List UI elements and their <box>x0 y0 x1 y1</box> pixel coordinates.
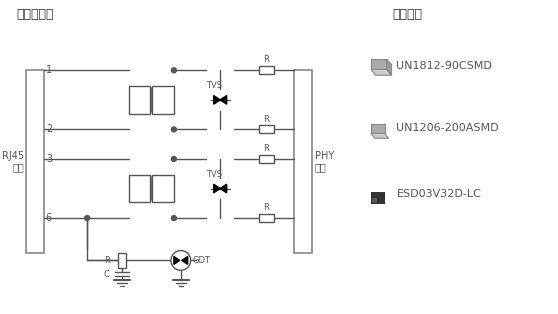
Text: C: C <box>104 270 110 279</box>
Text: 3: 3 <box>46 154 52 164</box>
Polygon shape <box>371 133 388 138</box>
Text: 防护电路图: 防护电路图 <box>16 8 54 21</box>
Text: R: R <box>104 256 110 265</box>
Text: R: R <box>263 115 270 123</box>
Bar <box>128 175 150 202</box>
Text: UN1206-200ASMD: UN1206-200ASMD <box>397 123 499 133</box>
Polygon shape <box>214 184 220 193</box>
Polygon shape <box>214 95 220 104</box>
Text: R: R <box>263 144 270 153</box>
Circle shape <box>171 251 191 270</box>
Bar <box>294 70 312 252</box>
Bar <box>118 252 126 268</box>
Polygon shape <box>220 184 227 193</box>
Text: R: R <box>263 55 270 64</box>
Bar <box>258 66 275 74</box>
Text: 1: 1 <box>46 65 52 75</box>
Text: R: R <box>263 203 270 212</box>
Polygon shape <box>174 257 180 264</box>
Bar <box>152 175 174 202</box>
Polygon shape <box>371 69 392 75</box>
Text: GDT: GDT <box>193 256 210 265</box>
Bar <box>26 70 44 252</box>
Bar <box>128 86 150 114</box>
Text: 产品外观: 产品外观 <box>392 8 422 21</box>
Bar <box>258 155 275 163</box>
Text: 6: 6 <box>46 213 52 223</box>
Polygon shape <box>387 59 392 75</box>
Bar <box>258 126 275 133</box>
Polygon shape <box>371 123 384 133</box>
Circle shape <box>171 68 176 73</box>
Text: TVS: TVS <box>206 170 223 179</box>
Circle shape <box>171 156 176 161</box>
Circle shape <box>85 216 90 220</box>
Text: ESD03V32D-LC: ESD03V32D-LC <box>397 189 482 199</box>
Text: PHY
芯片: PHY 芯片 <box>315 151 334 172</box>
Bar <box>258 214 275 222</box>
Circle shape <box>171 216 176 220</box>
Text: TVS: TVS <box>206 81 223 90</box>
Polygon shape <box>182 257 187 264</box>
Text: UN1812-90CSMD: UN1812-90CSMD <box>397 61 492 71</box>
Text: RJ45
接口: RJ45 接口 <box>2 151 24 172</box>
Bar <box>372 198 377 203</box>
Circle shape <box>171 127 176 132</box>
Polygon shape <box>371 59 387 69</box>
Text: 2: 2 <box>46 124 52 134</box>
Bar <box>371 192 384 204</box>
Bar <box>152 86 174 114</box>
Polygon shape <box>220 95 227 104</box>
